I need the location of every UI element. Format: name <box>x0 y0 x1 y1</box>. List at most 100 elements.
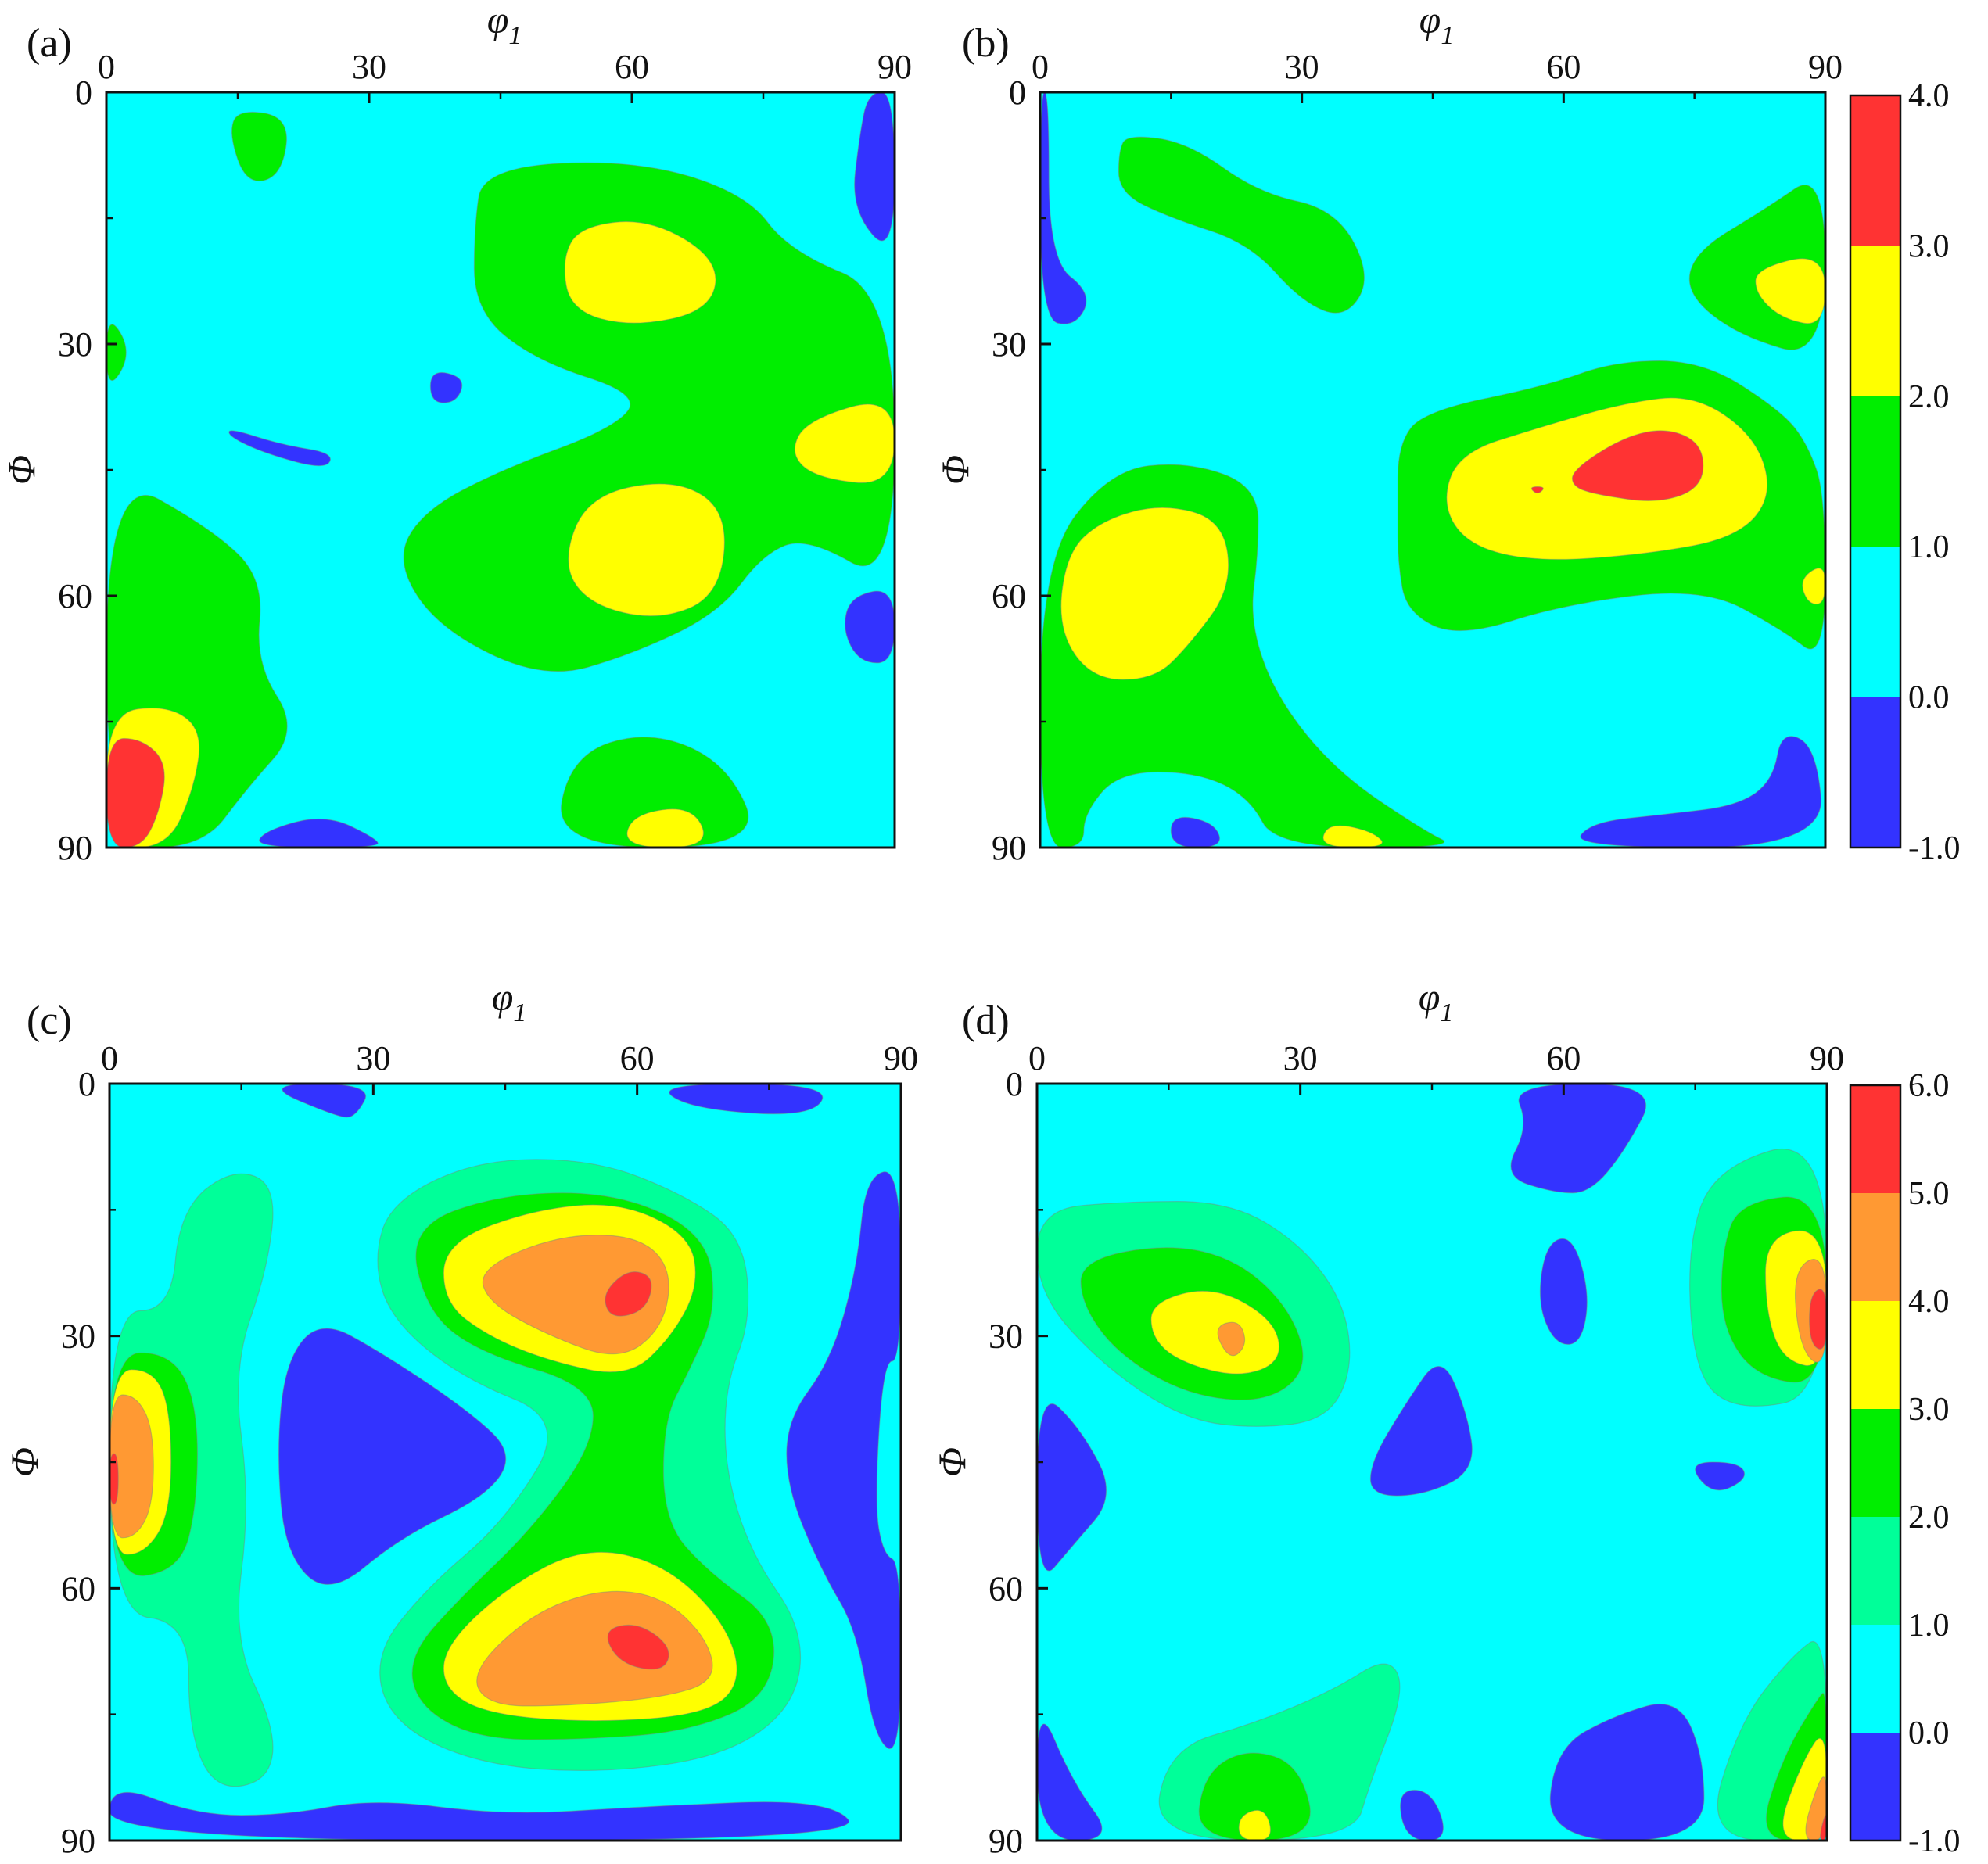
y-tick-label: 60 <box>61 1569 95 1608</box>
y-tick-label: 0 <box>1009 73 1026 112</box>
contour-region-level--1 <box>669 1084 824 1115</box>
x-tick-label: 0 <box>1028 1039 1046 1077</box>
plot-area <box>1037 1084 1827 1841</box>
colorbar-top: 4.0 3.0 2.0 1.0 0.0 -1.0 <box>1849 78 1961 866</box>
contour-region-level-4 <box>109 1394 154 1539</box>
x-axis-title: φ1 <box>492 975 527 1027</box>
y-tick-label: 90 <box>989 1822 1023 1860</box>
x-tick-label: 60 <box>620 1039 655 1077</box>
x-tick-label: 30 <box>1285 48 1319 86</box>
contour-region-level--1 <box>1400 1789 1444 1841</box>
colorbar-swatch <box>1850 246 1900 397</box>
y-tick-label: 90 <box>992 829 1026 867</box>
y-tick-label: 60 <box>989 1569 1023 1608</box>
x-axis-title-subscript: 1 <box>513 998 526 1027</box>
contour-region-level-4 <box>476 1590 713 1707</box>
colorbar-swatch <box>1850 547 1900 698</box>
plot-area <box>1040 92 1825 848</box>
x-axis-title-subscript: 1 <box>1440 998 1453 1027</box>
y-tick-label: 60 <box>58 577 92 615</box>
colorbar-tick-label: 1.0 <box>1908 1608 1950 1644</box>
contour-region-level-2 <box>626 808 704 848</box>
contour-region-level--1 <box>854 92 895 242</box>
colorbar-frame <box>1849 1084 1902 1842</box>
x-tick-label: 0 <box>98 48 115 86</box>
x-tick-label: 30 <box>356 1039 390 1077</box>
x-tick-label: 90 <box>884 1039 918 1077</box>
odf-panel-a: 0 30 60 90 0 30 60 90 (a) φ1 Φ <box>0 0 912 867</box>
x-axis-title: φ1 <box>487 0 522 50</box>
panel-label: (c) <box>27 998 72 1043</box>
x-axis-title-subscript: 1 <box>1441 21 1454 50</box>
contour-region-level-3 <box>1571 430 1704 501</box>
contour-region-level--1 <box>1369 1365 1473 1497</box>
colorbar-bottom: 6.0 5.0 4.0 3.0 2.0 1.0 0.0 -1.0 <box>1849 1068 1961 1859</box>
y-axis-title: Φ <box>0 455 43 485</box>
y-tick-label: 30 <box>989 1317 1023 1356</box>
x-tick-label: 90 <box>1810 1039 1844 1077</box>
colorbar-tick-label: 6.0 <box>1908 1068 1950 1104</box>
colorbar-frame <box>1849 94 1902 849</box>
x-tick-label: 30 <box>1283 1039 1318 1077</box>
contour-region-level-5 <box>109 1453 119 1505</box>
colorbar-swatch <box>1850 1301 1900 1410</box>
colorbar-swatch <box>1850 1517 1900 1626</box>
panel-label: (b) <box>962 21 1010 66</box>
contour-region-level-3 <box>1150 1290 1280 1375</box>
colorbar-tick-label: 5.0 <box>1908 1176 1950 1212</box>
contour-region-level-4 <box>1217 1321 1246 1357</box>
contour-region-level-2 <box>1755 258 1825 324</box>
plot-area <box>109 1084 901 1841</box>
panel-label: (d) <box>962 998 1010 1043</box>
contour-region-level-1 <box>231 111 287 182</box>
colorbars: 4.0 3.0 2.0 1.0 0.0 -1.0 6.0 5.0 4.0 3.0 2.0 1.0 0.0… <box>1849 78 1961 1859</box>
odf-panel-d: 0 30 60 90 0 30 60 90 (d) φ1 Φ <box>930 975 1844 1860</box>
contour-region-level-1 <box>403 162 895 672</box>
odf-panels: 0 30 60 90 0 30 60 90 (a) φ1 Φ 0 30 60 90 0 30 60 90 (b) φ1 Φ… <box>0 0 1844 1860</box>
y-axis-title: Φ <box>930 1447 974 1477</box>
y-tick-label: 90 <box>61 1822 95 1860</box>
colorbar-swatch <box>1850 1733 1900 1841</box>
x-tick-label: 30 <box>352 48 386 86</box>
y-tick-label: 30 <box>61 1317 95 1356</box>
panel-label: (a) <box>27 21 72 66</box>
contour-region-level-5 <box>607 1624 669 1670</box>
contour-region-level--1 <box>1037 1403 1107 1572</box>
x-axis-title-subscript: 1 <box>508 21 522 50</box>
colorbar-tick-label: 2.0 <box>1908 379 1950 415</box>
contour-region-level-3 <box>1530 486 1544 494</box>
y-tick-label: 0 <box>78 1065 95 1103</box>
x-axis-title: φ1 <box>1419 0 1455 50</box>
y-axis-title: Φ <box>2 1447 46 1477</box>
contour-region-level--1 <box>1037 1723 1103 1841</box>
contour-region-level-1 <box>560 737 749 848</box>
plot-area <box>106 92 895 848</box>
y-tick-label: 0 <box>1006 1065 1023 1103</box>
y-tick-label: 60 <box>992 577 1026 615</box>
x-tick-label: 90 <box>877 48 912 86</box>
y-tick-label: 30 <box>58 325 92 364</box>
contour-region-level--1 <box>844 590 895 664</box>
odf-panel-c: 0 30 60 90 0 30 60 90 (c) φ1 Φ <box>2 975 918 1860</box>
x-tick-label: 90 <box>1808 48 1843 86</box>
contour-region-level-2 <box>568 483 725 617</box>
colorbar-tick-label: 1.0 <box>1908 529 1950 565</box>
colorbar-tick-label: 3.0 <box>1908 228 1950 264</box>
x-tick-label: 60 <box>615 48 649 86</box>
x-tick-label: 60 <box>1546 48 1581 86</box>
colorbar-tick-label: -1.0 <box>1908 1823 1961 1859</box>
y-axis-title: Φ <box>933 455 977 485</box>
colorbar-tick-label: 0.0 <box>1908 680 1950 716</box>
contour-region-level--1 <box>228 430 331 467</box>
colorbar-swatch <box>1850 697 1900 848</box>
y-tick-label: 0 <box>75 73 92 112</box>
contour-region-level--1 <box>1170 816 1221 848</box>
colorbar-swatch <box>1850 95 1900 246</box>
contour-region-level--1 <box>786 1171 901 1750</box>
contour-region-level--1 <box>282 1084 367 1118</box>
colorbar-tick-label: -1.0 <box>1908 830 1961 866</box>
contour-region-level--1 <box>1539 1238 1588 1346</box>
contour-region-level-2 <box>1060 507 1229 680</box>
colorbar-tick-label: 4.0 <box>1908 78 1950 114</box>
